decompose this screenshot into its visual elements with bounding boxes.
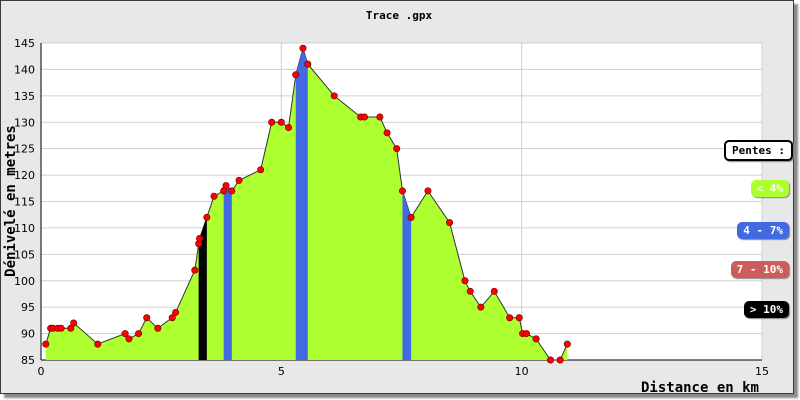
x-tick-label: 0 [38, 365, 45, 378]
data-point [277, 118, 285, 126]
data-point [532, 335, 540, 343]
data-point [563, 340, 571, 348]
data-point [547, 356, 555, 364]
data-point [466, 287, 474, 295]
chart-frame: 85 90 95 100 105 110 115 120 125 130 135 140 145 0 5 10… [0, 0, 794, 394]
y-tick-label: 90 [21, 328, 35, 341]
data-point [461, 277, 469, 285]
data-point [299, 44, 307, 52]
data-point [446, 219, 454, 227]
data-point [154, 324, 162, 332]
slope-band [295, 48, 308, 361]
tick-labels: 85 90 95 100 105 110 115 120 125 130 135 140 145 0 5 10… [14, 37, 769, 378]
legend-item: < 4% [750, 180, 789, 197]
data-point [490, 287, 498, 295]
data-point [257, 166, 265, 174]
x-tick-label: 5 [278, 365, 285, 378]
legend-item: > 10% [743, 301, 789, 318]
legend-title: Pentes : [724, 140, 793, 161]
x-tick-label: 10 [515, 365, 529, 378]
data-point [376, 113, 384, 121]
data-point [125, 335, 133, 343]
data-point [121, 330, 129, 338]
y-tick-label: 85 [21, 354, 35, 367]
y-tick-label: 100 [14, 275, 35, 288]
data-point [196, 234, 204, 242]
data-point [70, 319, 78, 327]
data-point [285, 124, 293, 132]
data-point [172, 308, 180, 316]
y-tick-label: 105 [14, 248, 35, 261]
slope-band [223, 185, 232, 360]
data-point [94, 340, 102, 348]
data-point [407, 213, 415, 221]
data-point [360, 113, 368, 121]
slope-bands [198, 48, 412, 361]
data-point [210, 192, 218, 200]
data-point [191, 266, 199, 274]
data-point [304, 60, 312, 68]
y-tick-label: 135 [14, 90, 35, 103]
data-point [515, 314, 523, 322]
slope-band [198, 217, 207, 360]
x-tick-label: 15 [755, 365, 769, 378]
data-point [398, 187, 406, 195]
x-axis-title: Distance en km [641, 380, 759, 393]
data-point [292, 71, 300, 79]
data-point [393, 145, 401, 153]
data-point [235, 176, 243, 184]
y-tick-label: 95 [21, 301, 35, 314]
data-point [222, 182, 230, 190]
y-tick-label: 120 [14, 169, 35, 182]
y-tick-label: 130 [14, 116, 35, 129]
data-points [42, 44, 571, 364]
data-point [168, 314, 176, 322]
data-point [424, 187, 432, 195]
y-axis-title: Dénivelé en metres [3, 125, 19, 277]
y-tick-label: 115 [14, 196, 35, 209]
y-tick-label: 125 [14, 143, 35, 156]
chart-title: Trace .gpx [366, 9, 433, 22]
data-point [330, 92, 338, 100]
data-point [556, 356, 564, 364]
data-point [506, 314, 514, 322]
slope-band [402, 190, 412, 360]
data-point [135, 330, 143, 338]
y-tick-label: 110 [14, 222, 35, 235]
y-tick-label: 140 [14, 63, 35, 76]
data-point [477, 303, 485, 311]
data-point [143, 314, 151, 322]
data-point [67, 324, 75, 332]
data-point [383, 129, 391, 137]
data-point [268, 118, 276, 126]
y-tick-label: 145 [14, 37, 35, 50]
data-point [42, 340, 50, 348]
elevation-chart: 85 90 95 100 105 110 115 120 125 130 135 140 145 0 5 10… [3, 9, 769, 393]
data-point [522, 330, 530, 338]
data-point [203, 213, 211, 221]
legend-item: 4 - 7% [737, 222, 789, 239]
legend-item: 7 - 10% [730, 261, 789, 278]
data-point [228, 187, 236, 195]
data-point [57, 324, 65, 332]
